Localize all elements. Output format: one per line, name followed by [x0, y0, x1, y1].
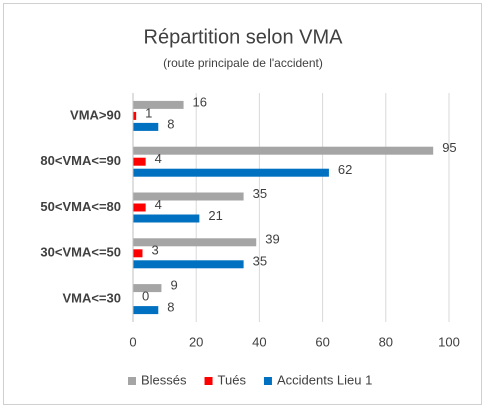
bar: [133, 122, 159, 131]
legend-swatch: [128, 377, 136, 385]
chart-border: [3, 3, 482, 405]
y-tick-label: 30<VMA<=50: [40, 245, 121, 260]
data-label: 3: [151, 243, 158, 258]
data-label: 21: [208, 208, 222, 223]
chart-title: Répartition selon VMA: [144, 26, 344, 48]
data-label: 39: [265, 232, 279, 247]
data-label: 35: [253, 254, 267, 269]
legend-swatch: [263, 377, 272, 385]
data-label: 62: [338, 162, 352, 177]
x-tick-label: 0: [129, 334, 136, 349]
data-label: 0: [142, 289, 149, 304]
legend-swatch: [204, 377, 213, 385]
data-label: 8: [167, 116, 174, 131]
data-label: 4: [155, 151, 162, 166]
bar: [133, 238, 257, 247]
x-tick-label: 100: [438, 334, 460, 349]
bar: [133, 168, 329, 177]
legend-label: Accidents Lieu 1: [277, 372, 372, 387]
y-tick-label: VMA>90: [70, 107, 121, 122]
x-tick-label: 40: [252, 334, 266, 349]
data-label: 8: [167, 300, 174, 315]
legend-label: Tués: [218, 372, 247, 387]
data-label: 35: [253, 186, 267, 201]
x-tick-label: 20: [189, 334, 203, 349]
bar: [133, 100, 184, 109]
chart-subtitle: (route principale de l'accident): [163, 56, 323, 70]
bar: [133, 284, 162, 293]
bar: [133, 260, 244, 269]
y-tick-label: 50<VMA<=80: [40, 199, 121, 214]
data-label: 4: [155, 197, 162, 212]
bar: [133, 111, 137, 120]
x-tick-label: 80: [379, 334, 393, 349]
bar: [133, 146, 434, 155]
data-label: 1: [145, 105, 152, 120]
y-tick-label: 80<VMA<=90: [40, 153, 121, 168]
bar: [133, 306, 159, 315]
y-tick-label: VMA<=30: [62, 291, 121, 306]
data-label: 16: [193, 94, 207, 109]
bar: [133, 203, 146, 212]
data-label: 95: [442, 140, 456, 155]
x-tick-label: 60: [315, 334, 329, 349]
legend-label: Blessés: [141, 372, 187, 387]
bar: [133, 214, 200, 223]
bar: [133, 249, 143, 258]
bar: [133, 192, 244, 201]
data-label: 9: [170, 278, 177, 293]
bar: [133, 157, 146, 166]
